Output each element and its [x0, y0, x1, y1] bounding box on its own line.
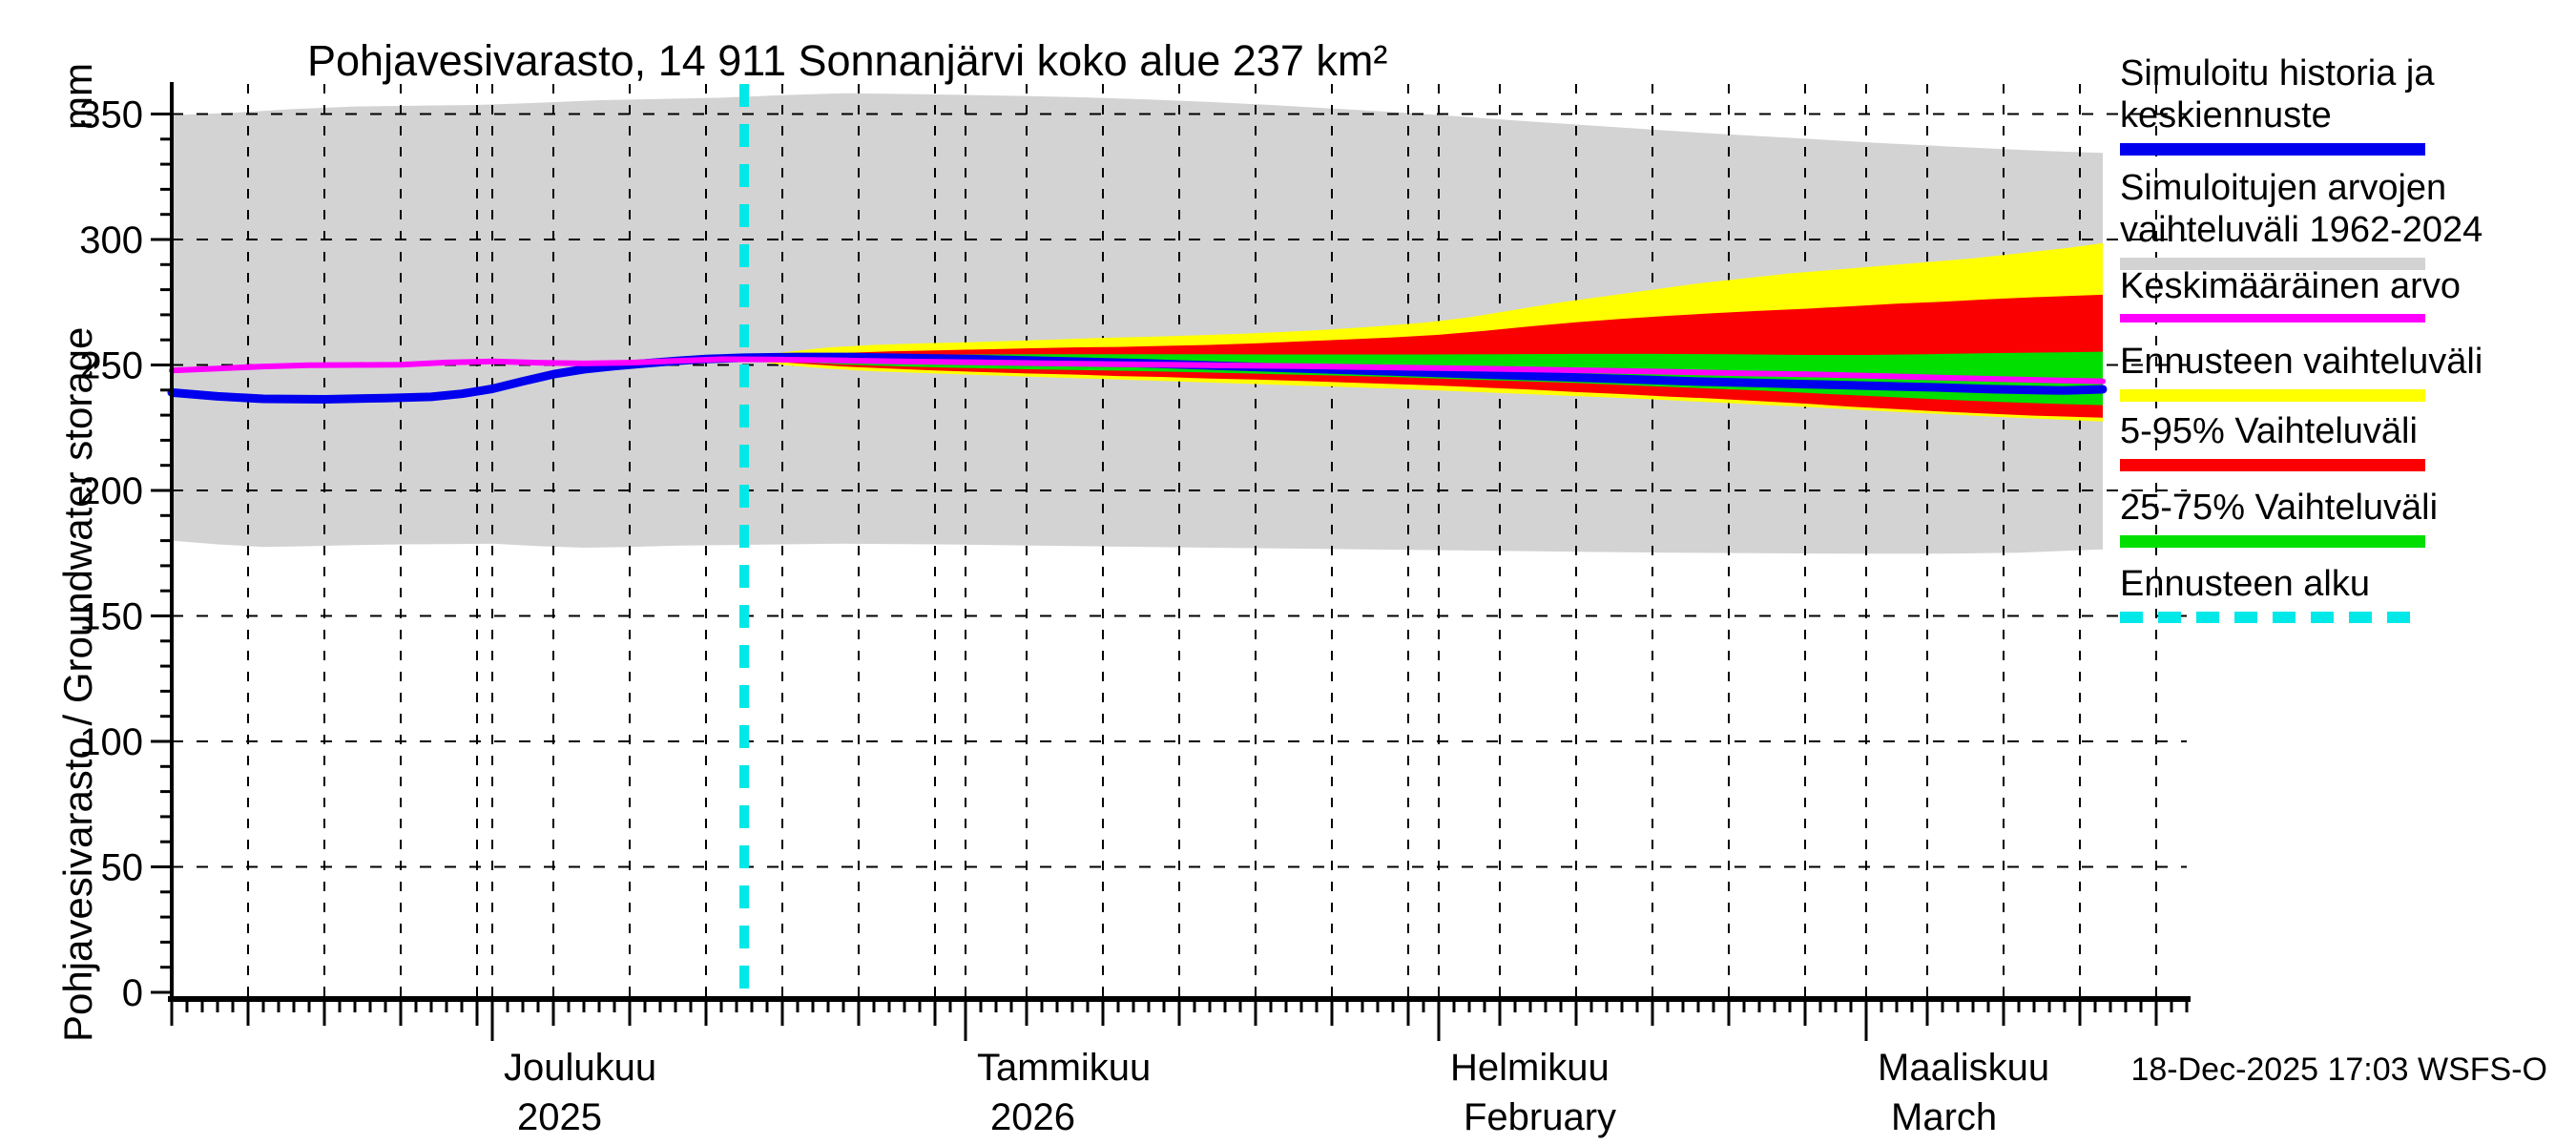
x-month-sublabel-2026: 2026: [990, 1096, 1075, 1138]
legend-swatch-sim-history: [2120, 143, 2425, 156]
y-tick-label-250: 250: [79, 345, 143, 387]
y-tick-label-150: 150: [79, 596, 143, 638]
legend-label-forecast-range: Ennusteen vaihteluväli: [2120, 342, 2483, 382]
legend-swatch-average: [2120, 314, 2425, 323]
x-month-sublabel-march: March: [1891, 1096, 1997, 1138]
y-axis-unit-label: mm: [55, 63, 100, 130]
legend-item-forecast-start: Ennusteen alku: [2120, 563, 2540, 623]
y-tick-label-300: 300: [79, 219, 143, 261]
legend-label-range-5-95: 5-95% Vaihteluväli: [2120, 411, 2418, 451]
legend-item-range-25-75: 25-75% Vaihteluväli: [2120, 487, 2540, 548]
legend-item-sim-range: Simuloitujen arvojen vaihteluväli 1962-2…: [2120, 167, 2540, 270]
legend-swatch-range-5-95: [2120, 459, 2425, 471]
timestamp-watermark: 18-Dec-2025 17:03 WSFS-O: [2130, 1051, 2547, 1088]
y-tick-label-0: 0: [122, 972, 143, 1014]
legend-swatch-forecast-range: [2120, 389, 2425, 402]
y-axis-label: Pohjavesivarasto / Groundwater storage: [55, 326, 100, 1042]
x-month-label-maaliskuu: Maaliskuu: [1878, 1047, 2049, 1089]
legend-item-forecast-range: Ennusteen vaihteluväli: [2120, 341, 2540, 402]
legend-label-sim-history: Simuloitu historia ja keskiennuste: [2120, 53, 2435, 135]
x-month-label-tammikuu: Tammikuu: [977, 1047, 1151, 1089]
line-simulated-history-and-mean-forecast: [167, 352, 2108, 404]
x-month-sublabel-2025: 2025: [517, 1096, 602, 1138]
x-month-label-helmikuu: Helmikuu: [1450, 1047, 1610, 1089]
y-tick-label-100: 100: [79, 721, 143, 763]
legend-item-sim-history: Simuloitu historia ja keskiennuste: [2120, 52, 2540, 156]
y-tick-label-50: 50: [101, 847, 144, 889]
x-month-label-joulukuu: Joulukuu: [504, 1047, 656, 1089]
legend-label-forecast-start: Ennusteen alku: [2120, 564, 2370, 604]
legend-swatch-sim-range: [2120, 258, 2425, 270]
legend-label-sim-range: Simuloitujen arvojen vaihteluväli 1962-2…: [2120, 168, 2483, 250]
legend-label-range-25-75: 25-75% Vaihteluväli: [2120, 488, 2439, 528]
line-long-term-average: [169, 356, 2106, 385]
chart-title: Pohjavesivarasto, 14 911 Sonnanjärvi kok…: [307, 36, 1388, 85]
legend-label-average: Keskimääräinen arvo: [2120, 266, 2461, 306]
y-tick-label-350: 350: [79, 94, 143, 136]
legend-item-range-5-95: 5-95% Vaihteluväli: [2120, 410, 2540, 471]
legend-swatch-range-25-75: [2120, 535, 2425, 548]
legend-item-average: Keskimääräinen arvo: [2120, 265, 2540, 323]
y-tick-label-200: 200: [79, 470, 143, 512]
legend-swatch-forecast-start: [2120, 612, 2425, 623]
x-month-sublabel-february: February: [1464, 1096, 1616, 1138]
band-simulated-range-1962-2024: [172, 93, 2103, 554]
